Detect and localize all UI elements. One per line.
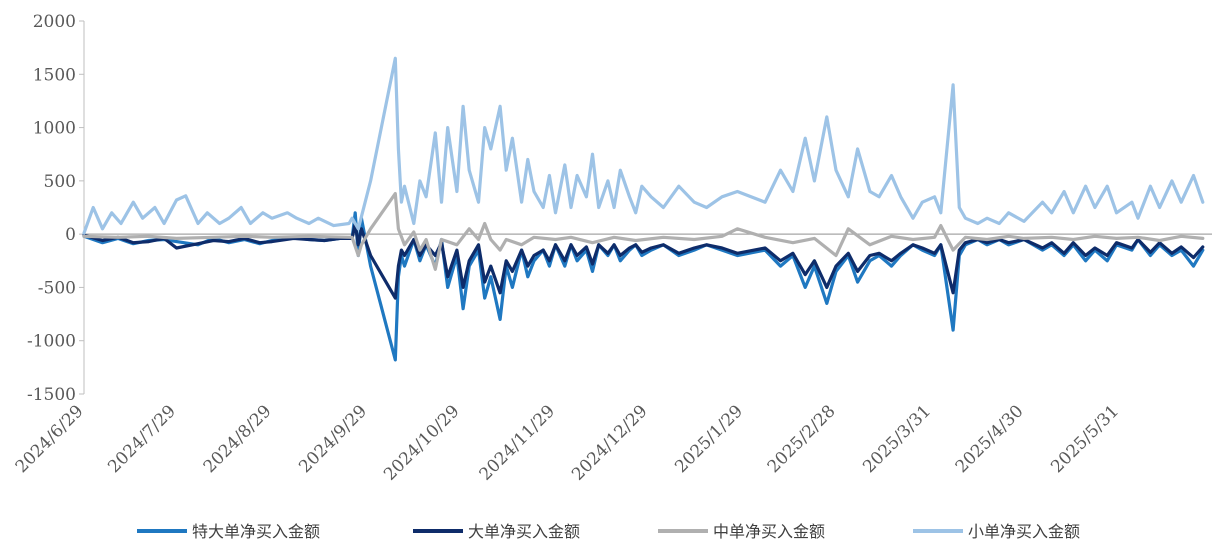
- legend: 特大单净买入金额 大单净买入金额 中单净买入金额 小单净买入金额: [137, 522, 1080, 541]
- series-line-3: [82, 56, 1205, 235]
- x-axis: 2024/6/29 2024/7/29 2024/8/29 2024/9/29 2024…: [12, 233, 1212, 485]
- series-line-0: [82, 211, 1205, 362]
- y-tick-label: 0: [65, 225, 76, 245]
- y-tick-label: -1500: [27, 385, 76, 405]
- y-tick-label: 500: [44, 172, 76, 192]
- y-axis: 2000 1500 1000 500 0 -500 -1000 -1500: [27, 12, 85, 405]
- x-tick-label: 2025/4/30: [952, 401, 1028, 477]
- y-tick-label: 2000: [33, 12, 76, 32]
- series-lines: [82, 56, 1205, 362]
- y-tick-label: 1000: [33, 119, 76, 139]
- x-tick-label: 2024/8/29: [200, 401, 276, 477]
- y-tick-label: -500: [38, 278, 76, 298]
- x-tick-label: 2024/7/29: [104, 401, 180, 477]
- x-tick-label: 2024/11/29: [476, 401, 559, 484]
- legend-label: 大单净买入金额: [468, 522, 580, 541]
- x-tick-label: 2025/5/31: [1047, 401, 1123, 477]
- x-tick-label: 2024/9/29: [295, 401, 371, 477]
- series-line-1: [82, 221, 1205, 300]
- legend-label: 中单净买入金额: [713, 522, 825, 541]
- y-tick-label: 1500: [33, 65, 76, 85]
- y-tick-label: -1000: [27, 332, 76, 352]
- x-tick-label: 2024/10/29: [380, 401, 463, 484]
- x-tick-label: 2024/6/29: [12, 401, 88, 477]
- x-tick-label: 2025/1/29: [671, 401, 747, 477]
- x-tick-label: 2025/3/31: [859, 401, 935, 477]
- legend-label: 小单净买入金额: [968, 522, 1080, 541]
- x-tick-label: 2024/12/29: [568, 401, 651, 484]
- legend-label: 特大单净买入金额: [192, 522, 320, 541]
- x-tick-label: 2025/2/28: [764, 401, 840, 477]
- series-line-2: [82, 192, 1205, 271]
